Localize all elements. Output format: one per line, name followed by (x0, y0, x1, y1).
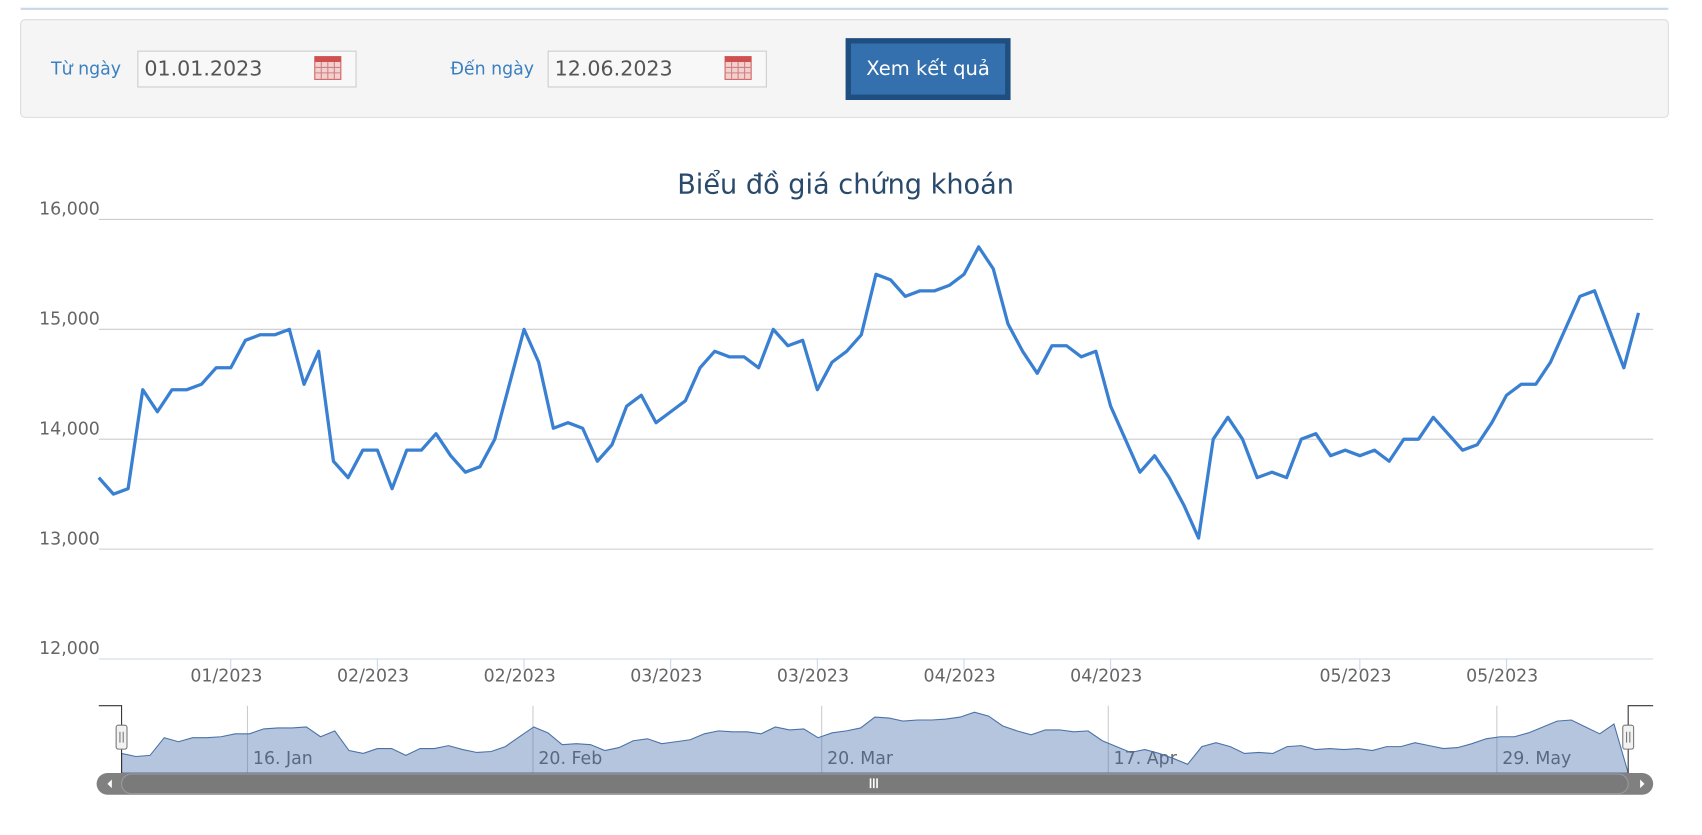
navigator-label: 16. Jan (253, 749, 313, 769)
y-tick-label: 16,000 (39, 200, 100, 220)
scrollbar-thumb[interactable] (121, 773, 1629, 795)
submit-button[interactable]: Xem kết quả (845, 38, 1011, 101)
x-tick-label: 01/2023 (190, 666, 262, 686)
plot: 12,000 13,000 14,000 15,000 16,000 01/2023 02/… (39, 200, 1654, 795)
scroll-right[interactable] (1640, 779, 1645, 789)
filter-panel (20, 19, 1669, 118)
handle-grip (1626, 731, 1631, 743)
x-tick-label: 02/2023 (337, 666, 409, 686)
navigator-label: 20. Feb (538, 749, 602, 769)
to-value[interactable]: 12.06.2023 (555, 57, 673, 81)
navigator-handle[interactable] (115, 724, 128, 750)
button-face[interactable] (851, 43, 1006, 95)
scrollbar-grip (869, 778, 878, 789)
from-input[interactable]: 01.01.2023 (137, 50, 357, 88)
navigator-label: 29. May (1502, 749, 1571, 769)
x-tick-label: 03/2023 (630, 666, 702, 686)
navigator-label: 20. Mar (827, 749, 894, 769)
x-tick-label: 02/2023 (484, 666, 556, 686)
x-tick-label: 05/2023 (1466, 666, 1538, 686)
handle-grip (119, 731, 124, 743)
x-tick-label: 03/2023 (777, 666, 849, 686)
y-tick-label: 15,000 (39, 310, 100, 330)
chart-title: Biểu đồ giá chứng khoán (677, 169, 1014, 200)
x-tick-label: 04/2023 (924, 666, 996, 686)
calendar-icon[interactable] (724, 56, 752, 80)
y-tick-label: 12,000 (39, 639, 100, 659)
from-label: Từ ngày (50, 60, 121, 80)
to-label: Đến ngày (450, 59, 534, 80)
price-line (97, 245, 1641, 540)
from-value[interactable]: 01.01.2023 (144, 57, 262, 81)
y-tick-label: 14,000 (39, 419, 100, 439)
x-tick-label: 05/2023 (1319, 666, 1391, 686)
navigator-outline (98, 705, 1654, 773)
scroll-left[interactable] (107, 779, 112, 789)
navigator-handle[interactable] (1622, 724, 1635, 750)
y-tick-label: 13,000 (39, 529, 100, 549)
x-tick-label: 04/2023 (1070, 666, 1142, 686)
navigator-area (121, 711, 1629, 774)
button-label[interactable]: Xem kết quả (866, 57, 990, 80)
to-input[interactable]: 12.06.2023 (547, 50, 767, 88)
calendar-icon[interactable] (314, 56, 342, 80)
